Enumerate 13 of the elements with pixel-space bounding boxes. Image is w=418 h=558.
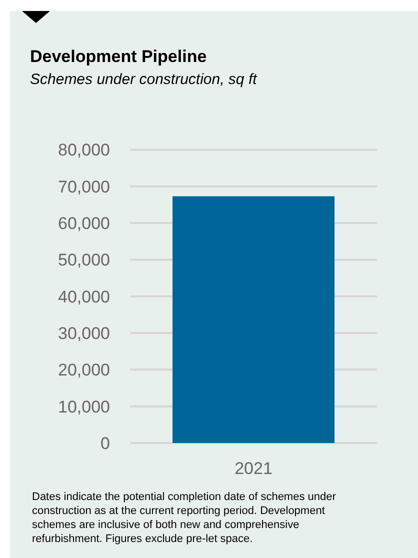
y-tick-label: 20,000 xyxy=(58,360,110,380)
chart-title: Development Pipeline xyxy=(30,47,207,66)
y-tick-label: 80,000 xyxy=(58,140,110,160)
text: Dates indicate the potential completion date of schemes under construction as at the current reporting period. Development schemes are inclusive of both new and comprehensive refurbishment. Figures exclude pre-let space. xyxy=(32,491,336,545)
y-tick-label: 70,000 xyxy=(58,177,110,196)
y-tick-label: 60,000 xyxy=(58,214,110,233)
x-tick-label: 2021 xyxy=(234,459,272,478)
chart-subtitle: Schemes under construction, sq ft xyxy=(30,71,258,88)
y-tick-label: 30,000 xyxy=(58,324,110,343)
y-tick-label: 10,000 xyxy=(58,397,110,416)
y-tick-label: 0 xyxy=(100,434,110,453)
y-tick-label: 50,000 xyxy=(58,250,110,270)
y-tick-label: 40,000 xyxy=(58,287,110,306)
